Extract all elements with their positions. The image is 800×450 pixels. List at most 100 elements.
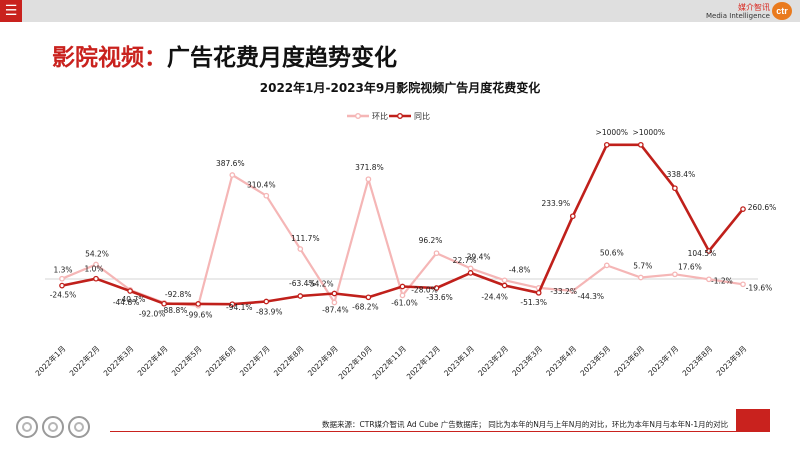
x-tick-label-6: 2022年7月 [237,343,272,378]
data-label-0-6: 310.4% [247,181,276,190]
x-tick-label-5: 2022年6月 [203,343,238,378]
x-tick-label-17: 2023年6月 [612,343,647,378]
brand-text: 媒介智讯 Media Intelligence [706,3,770,21]
series-0-point-19 [706,276,712,283]
data-label-1-0: -24.5% [50,291,77,300]
seal-icon [42,416,64,438]
data-label-1-17: >1000% [633,128,666,137]
footer-accent-block [736,409,770,432]
data-label-1-13: -24.4% [481,293,508,302]
data-label-1-18: 338.4% [667,170,696,179]
certification-seals [14,416,98,444]
brand-en: Media Intelligence [706,12,770,20]
x-tick-label-15: 2023年4月 [544,343,579,378]
series-0-point-8 [331,299,338,306]
series-1-point-0 [59,282,65,289]
page-title-prefix: 影院视频： [52,45,167,71]
footer-line [110,431,736,432]
data-label-0-11: 96.2% [419,236,443,245]
data-label-0-5: 387.6% [216,159,245,168]
data-label-layer: 1.3% 54.2% -40.7% -88.8%-99.6% 387.6% 310.4% 1… [50,128,777,320]
legend-marker-0 [355,112,362,119]
series-0-point-13 [501,277,508,284]
series-1-point-2 [127,288,133,294]
data-label-0-18: 17.6% [678,262,702,271]
series-1-point-16 [603,141,610,148]
x-tick-label-10: 2022年11月 [370,343,408,381]
data-label-1-11: -33.6% [426,293,453,302]
series-1-point-19 [706,248,712,254]
x-tick-label-14: 2023年3月 [510,343,545,378]
series-1-point-11 [433,285,440,291]
series-0-point-12 [467,265,474,272]
series-1-point-12 [467,270,474,276]
series-0-point-6 [263,192,270,199]
series-1-point-10 [399,283,406,290]
x-tick-label-2: 2022年3月 [101,343,136,378]
data-label-0-2: -40.7% [119,295,146,304]
data-label-1-3: -92.0% [139,310,166,319]
series-1-point-5 [229,301,236,308]
data-label-0-1: 54.2% [85,250,109,259]
x-tick-label-19: 2023年8月 [680,343,715,378]
x-tick-label-0: 2022年1月 [33,343,68,378]
data-label-0-16: 50.6% [600,248,624,257]
data-label-1-8: -54.2% [307,280,334,289]
legend-marker-1 [397,112,404,119]
data-label-0-20: -19.6% [746,283,773,292]
series-1-point-6 [263,298,270,305]
chart-title: 2022年1月-2023年9月影院视频广告月度花费变化 [260,80,540,95]
data-label-1-20: 260.6% [748,203,777,212]
series-1-point-17 [637,141,644,148]
series-1-point-18 [672,185,678,192]
data-label-0-19: -1.2% [711,276,733,285]
series-0-point-20 [740,281,746,288]
series-0-point-15 [569,288,576,294]
x-tick-label-13: 2023年2月 [476,343,511,378]
chart-legend: 环比 同比 [347,111,430,121]
data-label-0-10: -61.0% [391,298,418,307]
data-label-1-1: 1.0% [84,265,103,274]
x-tick-label-12: 2023年1月 [441,343,476,378]
series-1-point-7 [297,293,304,299]
data-label-1-12: 22.7% [453,256,477,265]
data-label-1-10: -28.0% [411,286,438,295]
series-0-point-18 [672,271,678,278]
x-tick-label-11: 2022年12月 [404,343,442,381]
x-tick-layer: 2022年1月 2022年2月 2022年3月 2022年4月 2022年5月 2022年… [33,343,749,381]
x-tick-label-20: 2023年9月 [714,343,749,378]
data-label-1-16: >1000% [596,128,629,137]
data-label-1-4: -92.8% [165,290,192,299]
data-label-1-19: 104.5% [688,249,717,258]
series-1-point-13 [501,282,508,289]
series-0-point-10 [399,292,406,299]
series-1-point-14 [535,289,542,296]
data-label-0-14: -33.2% [550,287,577,296]
menu-icon[interactable]: ☰ [0,0,22,22]
x-tick-label-8: 2022年9月 [305,343,340,378]
x-tick-label-4: 2022年5月 [169,343,204,378]
series-0-point-0 [59,275,65,282]
series-0-point-11 [433,250,440,257]
data-label-0-9: 371.8% [355,163,384,172]
series-0-point-1 [93,261,99,268]
data-label-0-13: -4.8% [509,265,531,274]
x-tick-label-18: 2023年7月 [646,343,681,378]
data-label-0-15: -44.3% [578,292,605,301]
series-1-point-3 [161,300,167,307]
x-tick-label-3: 2022年4月 [135,343,170,378]
series-layer [59,141,746,309]
data-label-0-12: 39.4% [467,252,491,261]
data-label-0-8: -87.4% [322,306,349,315]
series-1-point-9 [365,294,372,301]
x-tick-label-7: 2022年8月 [271,343,306,378]
series-1-point-8 [331,290,338,297]
data-label-0-3: -88.8% [161,306,188,315]
data-label-0-7: 111.7% [291,234,320,243]
data-label-0-4: -99.6% [186,311,213,320]
seal-icon [16,416,38,438]
series-1-point-4 [195,301,202,307]
top-bar: ☰ 媒介智讯 Media Intelligence ctr [0,0,800,22]
seal-icon [68,416,90,438]
